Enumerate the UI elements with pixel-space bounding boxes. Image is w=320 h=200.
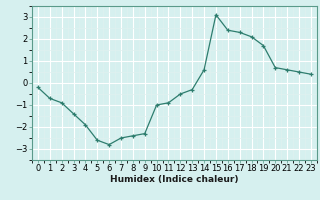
X-axis label: Humidex (Indice chaleur): Humidex (Indice chaleur) — [110, 175, 239, 184]
